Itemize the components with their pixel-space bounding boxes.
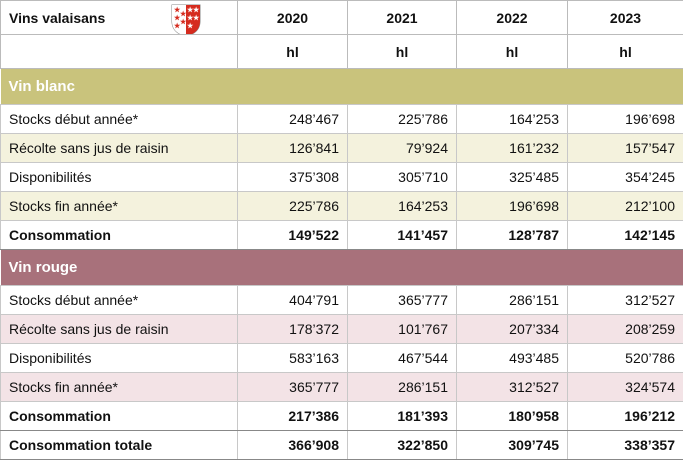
value-cell: 181’393 bbox=[347, 401, 457, 431]
data-row: Consommation 217’386 181’393 180’958 196’212 bbox=[0, 401, 683, 431]
data-row: Disponibilités 375’308 305’710 325’485 354’2… bbox=[0, 162, 683, 192]
section-row: Vin blanc bbox=[0, 68, 683, 105]
value-cell: 161’232 bbox=[456, 133, 568, 163]
section-title: Vin rouge bbox=[0, 249, 683, 286]
svg-text:★: ★ bbox=[180, 10, 187, 18]
value-cell: 196’212 bbox=[567, 401, 683, 431]
value-cell: 354’245 bbox=[567, 162, 683, 192]
value-cell: 312’527 bbox=[456, 372, 568, 402]
svg-text:★: ★ bbox=[180, 18, 187, 26]
row-label: Consommation totale bbox=[0, 430, 238, 460]
row-label: Disponibilités bbox=[0, 162, 238, 192]
value-cell: 366’908 bbox=[237, 430, 348, 460]
svg-text:★: ★ bbox=[187, 6, 194, 14]
data-row: Récolte sans jus de raisin 178’372 101’767… bbox=[0, 314, 683, 344]
value-cell: 178’372 bbox=[237, 314, 348, 344]
unit-header: hl bbox=[347, 34, 457, 69]
value-cell: 322’850 bbox=[347, 430, 457, 460]
value-cell: 180’958 bbox=[456, 401, 568, 431]
value-cell: 324’574 bbox=[567, 372, 683, 402]
value-cell: 126’841 bbox=[237, 133, 348, 163]
row-label: Stocks début année* bbox=[0, 285, 238, 315]
year-header: 2021 bbox=[347, 0, 457, 35]
row-label: Consommation bbox=[0, 220, 238, 250]
section-title: Vin blanc bbox=[0, 68, 683, 105]
unit-header: hl bbox=[237, 34, 348, 69]
year-header: 2022 bbox=[456, 0, 568, 35]
title-cell: Vins valaisans ★ ★ ★ ★ ★ ★ ★ ★ ★ ★ bbox=[0, 0, 238, 35]
value-cell: 404’791 bbox=[237, 285, 348, 315]
svg-text:★: ★ bbox=[187, 14, 194, 22]
value-cell: 286’151 bbox=[456, 285, 568, 315]
section-row: Vin rouge bbox=[0, 249, 683, 286]
row-label: Stocks fin année* bbox=[0, 372, 238, 402]
data-row: Stocks fin année* 225’786 164’253 196’698 21… bbox=[0, 191, 683, 221]
value-cell: 157’547 bbox=[567, 133, 683, 163]
row-label: Stocks début année* bbox=[0, 104, 238, 134]
row-label: Récolte sans jus de raisin bbox=[0, 314, 238, 344]
data-row: Consommation 149’522 141’457 128’787 142’145 bbox=[0, 220, 683, 250]
value-cell: 101’767 bbox=[347, 314, 457, 344]
unit-row: hl hl hl hl bbox=[0, 34, 683, 69]
value-cell: 365’777 bbox=[237, 372, 348, 402]
value-cell: 141’457 bbox=[347, 220, 457, 250]
value-cell: 583’163 bbox=[237, 343, 348, 373]
total-row: Consommation totale 366’908 322’850 309’745… bbox=[0, 430, 683, 460]
row-label: Récolte sans jus de raisin bbox=[0, 133, 238, 163]
value-cell: 312’527 bbox=[567, 285, 683, 315]
value-cell: 248’467 bbox=[237, 104, 348, 134]
unit-header: hl bbox=[456, 34, 568, 69]
value-cell: 225’786 bbox=[347, 104, 457, 134]
value-cell: 164’253 bbox=[456, 104, 568, 134]
data-row: Stocks début année* 248’467 225’786 164’253… bbox=[0, 104, 683, 134]
value-cell: 365’777 bbox=[347, 285, 457, 315]
year-header: 2020 bbox=[237, 0, 348, 35]
value-cell: 207’334 bbox=[456, 314, 568, 344]
data-row: Stocks fin année* 365’777 286’151 312’527 32… bbox=[0, 372, 683, 402]
data-row: Stocks début année* 404’791 365’777 286’151… bbox=[0, 285, 683, 315]
value-cell: 196’698 bbox=[567, 104, 683, 134]
svg-text:★: ★ bbox=[193, 6, 200, 14]
value-cell: 217’386 bbox=[237, 401, 348, 431]
value-cell: 149’522 bbox=[237, 220, 348, 250]
value-cell: 225’786 bbox=[237, 191, 348, 221]
value-cell: 164’253 bbox=[347, 191, 457, 221]
row-label: Stocks fin année* bbox=[0, 191, 238, 221]
svg-text:★: ★ bbox=[174, 6, 181, 14]
value-cell: 128’787 bbox=[456, 220, 568, 250]
value-cell: 493’485 bbox=[456, 343, 568, 373]
value-cell: 375’308 bbox=[237, 162, 348, 192]
header-row: Vins valaisans ★ ★ ★ ★ ★ ★ ★ ★ ★ ★ 2020 2021 2022 2… bbox=[0, 0, 683, 35]
value-cell: 305’710 bbox=[347, 162, 457, 192]
row-label: Disponibilités bbox=[0, 343, 238, 373]
svg-text:★: ★ bbox=[174, 14, 181, 22]
svg-text:★: ★ bbox=[174, 22, 181, 30]
data-row: Disponibilités 583’163 467’544 493’485 520’7… bbox=[0, 343, 683, 373]
value-cell: 325’485 bbox=[456, 162, 568, 192]
year-header: 2023 bbox=[567, 0, 683, 35]
valais-flag: ★★★★★ ★ ★★ ★★ bbox=[171, 4, 201, 34]
value-cell: 309’745 bbox=[456, 430, 568, 460]
row-label: Consommation bbox=[0, 401, 238, 431]
value-cell: 196’698 bbox=[456, 191, 568, 221]
svg-text:★: ★ bbox=[187, 22, 194, 30]
value-cell: 520’786 bbox=[567, 343, 683, 373]
value-cell: 467’544 bbox=[347, 343, 457, 373]
value-cell: 338’357 bbox=[567, 430, 683, 460]
value-cell: 208’259 bbox=[567, 314, 683, 344]
empty-cell bbox=[0, 34, 238, 69]
table-title: Vins valaisans bbox=[9, 9, 106, 26]
unit-header: hl bbox=[567, 34, 683, 69]
value-cell: 212’100 bbox=[567, 191, 683, 221]
value-cell: 142’145 bbox=[567, 220, 683, 250]
value-cell: 286’151 bbox=[347, 372, 457, 402]
value-cell: 79’924 bbox=[347, 133, 457, 163]
svg-text:★: ★ bbox=[193, 14, 200, 22]
data-row: Récolte sans jus de raisin 126’841 79’924 1… bbox=[0, 133, 683, 163]
